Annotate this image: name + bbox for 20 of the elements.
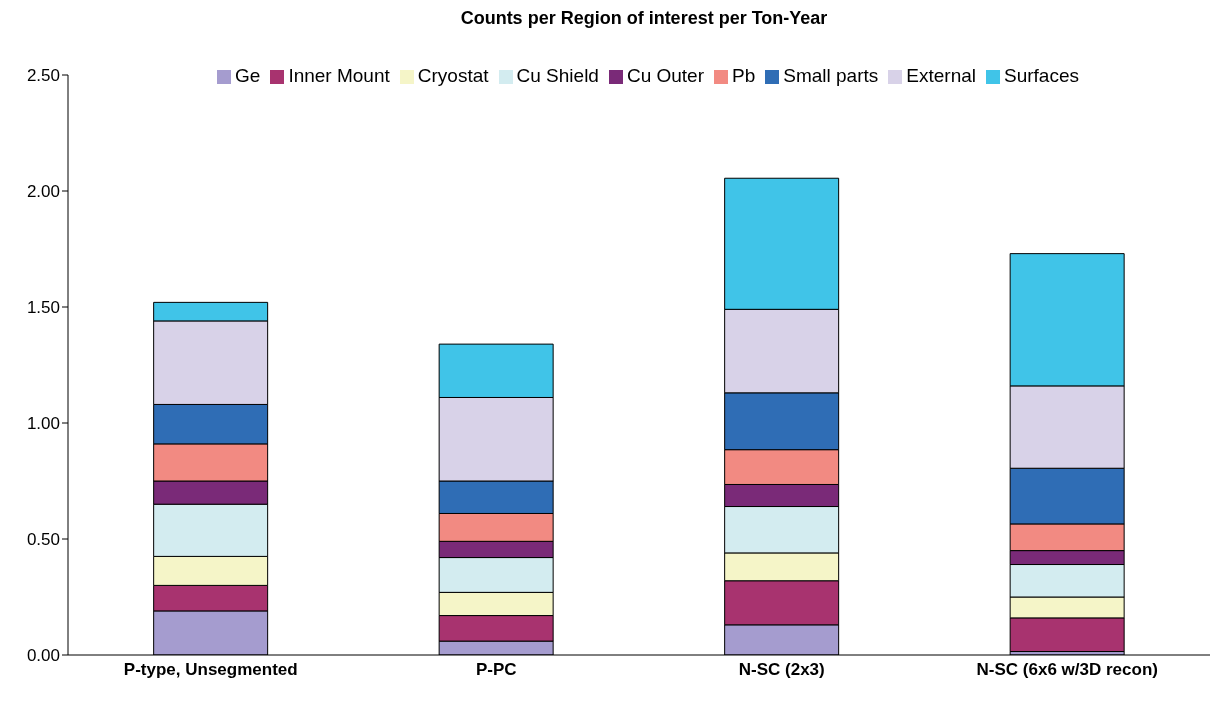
legend-label: Cryostat	[417, 65, 489, 86]
y-tick-label: 2.00	[26, 182, 60, 202]
legend-label: Pb	[732, 65, 756, 86]
legend-label: Surfaces	[1004, 65, 1079, 86]
legend-label: Small parts	[783, 65, 879, 86]
y-tick-label: 2.50	[26, 66, 60, 86]
x-tick-label: N-SC (6x6 w/3D recon)	[976, 660, 1158, 680]
chart-title: Counts per Region of interest per Ton-Year	[459, 8, 829, 29]
legend-label: Inner Mount	[288, 65, 390, 86]
legend-label: Cu Shield	[516, 65, 599, 86]
legend-label: External	[906, 65, 976, 86]
y-tick-label: 0.00	[26, 646, 60, 666]
y-tick-label: 1.00	[26, 414, 60, 434]
x-tick-label: P-PC	[475, 660, 517, 680]
legend-label: Ge	[235, 65, 261, 86]
y-tick-label: 1.50	[26, 298, 60, 318]
x-tick-label: N-SC (2x3)	[738, 660, 825, 680]
y-tick-label: 0.50	[26, 530, 60, 550]
legend-label: Cu Outer	[626, 65, 705, 86]
x-tick-label: P-type, Unsegmented	[123, 660, 298, 680]
